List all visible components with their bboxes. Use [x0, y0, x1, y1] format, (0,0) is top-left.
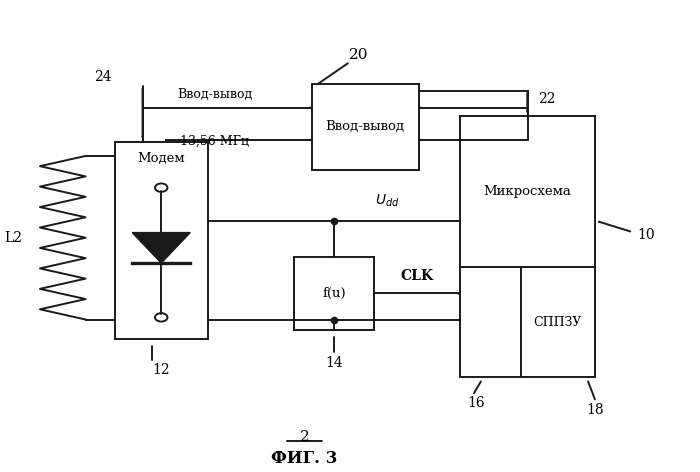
- Text: 12: 12: [153, 362, 170, 377]
- Text: 20: 20: [349, 49, 368, 62]
- Text: СППЗУ: СППЗУ: [533, 316, 582, 329]
- Bar: [460, 117, 595, 377]
- Text: ФИГ. 3: ФИГ. 3: [272, 450, 338, 467]
- Text: Модем: Модем: [137, 152, 185, 165]
- Text: Ввод-вывод: Ввод-вывод: [177, 88, 253, 101]
- Text: 24: 24: [94, 69, 111, 84]
- Text: $U_{dd}$: $U_{dd}$: [375, 193, 400, 209]
- Text: 10: 10: [638, 228, 655, 242]
- Text: 13,56 МГц: 13,56 МГц: [180, 135, 248, 148]
- Text: 2: 2: [300, 430, 309, 444]
- Bar: [115, 142, 208, 339]
- Text: Ввод-вывод: Ввод-вывод: [326, 120, 405, 134]
- Polygon shape: [132, 233, 190, 263]
- Bar: [294, 257, 374, 330]
- Text: 18: 18: [586, 403, 604, 417]
- Text: 16: 16: [467, 396, 484, 410]
- Text: L2: L2: [5, 231, 22, 245]
- Text: f(u): f(u): [322, 287, 346, 300]
- Text: 22: 22: [538, 92, 555, 106]
- Text: CLK: CLK: [400, 269, 433, 283]
- Text: Микросхема: Микросхема: [484, 185, 571, 198]
- Bar: [312, 84, 419, 170]
- Text: 14: 14: [326, 355, 343, 370]
